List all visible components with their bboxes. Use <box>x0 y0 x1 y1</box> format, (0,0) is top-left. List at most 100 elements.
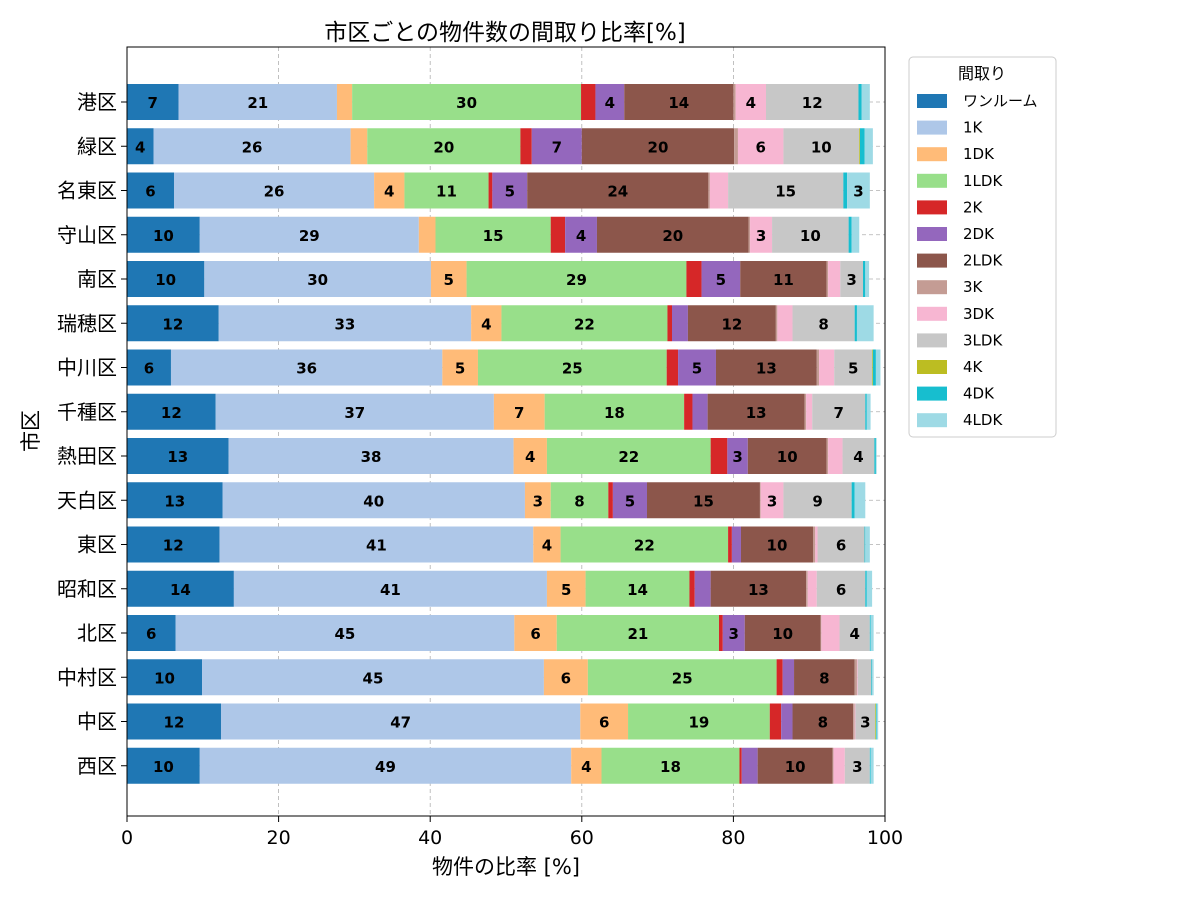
legend-entry-label: 3LDK <box>963 331 1003 349</box>
bar-value-label: 12 <box>721 315 742 333</box>
bar-segment <box>493 393 545 430</box>
bar-segment <box>220 703 581 740</box>
bar-value-label: 12 <box>161 404 182 422</box>
bar-segment <box>543 659 588 696</box>
bar-segment <box>350 128 368 165</box>
bar-value-label: 9 <box>812 492 822 510</box>
bar-value-label: 13 <box>746 404 767 422</box>
legend-swatch <box>917 147 947 162</box>
bar-segment <box>531 128 582 165</box>
bar-segment <box>747 438 827 474</box>
bar-segment <box>550 216 566 253</box>
bar-segment <box>757 747 833 784</box>
bar-segment <box>127 570 234 607</box>
bar-segment <box>840 261 864 297</box>
bar-segment <box>546 438 711 474</box>
legend-entry-label: 4LDK <box>963 411 1003 429</box>
x-tick-label: 40 <box>418 827 442 849</box>
bar-value-label: 15 <box>775 183 796 201</box>
bar-value-label: 4 <box>542 537 552 555</box>
bar-value-label: 40 <box>363 492 384 510</box>
bar-segment <box>865 570 867 607</box>
bar-value-label: 8 <box>574 492 584 510</box>
bar-segment <box>127 172 174 209</box>
bar-segment <box>781 703 793 740</box>
bar-segment <box>856 659 858 696</box>
y-axis-label: 市区 <box>19 410 43 452</box>
y-tick-label: 熱田区 <box>57 444 117 468</box>
bar-value-label: 12 <box>162 315 183 333</box>
legend-entry-label: 2K <box>963 198 984 216</box>
bar-value-label: 30 <box>456 94 477 112</box>
bar-segment <box>418 216 436 253</box>
bar-value-label: 5 <box>505 183 515 201</box>
bar-value-label: 3 <box>853 183 863 201</box>
bar-value-label: 5 <box>455 360 465 378</box>
bar-segment <box>816 349 820 386</box>
bar-value-label: 45 <box>334 625 355 643</box>
bar-value-label: 13 <box>748 581 769 599</box>
bar-value-label: 12 <box>802 94 823 112</box>
bar-value-label: 3 <box>732 448 742 466</box>
bar-value-label: 21 <box>247 94 268 112</box>
plot-frame <box>126 46 886 817</box>
bar-segment <box>875 438 877 474</box>
bar-value-label: 49 <box>375 758 396 776</box>
bar-segment <box>544 393 685 430</box>
x-axis-ticks: 0 20 40 60 80 100 <box>121 816 903 849</box>
bar-segment <box>777 305 793 342</box>
legend-swatch <box>917 413 947 428</box>
bar-segment <box>875 703 876 740</box>
bar-segment <box>501 305 668 342</box>
bar-segment <box>816 570 866 607</box>
bar-segment <box>228 438 514 474</box>
bar-value-label: 13 <box>167 448 188 466</box>
bar-value-label: 3 <box>756 227 766 245</box>
bar-segment <box>851 216 860 253</box>
bar-segment <box>199 216 419 253</box>
legend-entry-label: 3K <box>963 278 984 296</box>
bar-segment <box>127 659 203 696</box>
bar-segment <box>715 349 817 386</box>
bar-segment <box>828 438 843 474</box>
bar-value-label: 10 <box>155 271 176 289</box>
bar-value-label: 21 <box>627 625 648 643</box>
bar-value-label: 41 <box>366 537 387 555</box>
bar-value-label: 20 <box>433 138 454 156</box>
bar-value-label: 3 <box>533 492 543 510</box>
legend: 間取り ワンルーム 1K 1DK 1LDK 2K 2DK 2LDK 3K 3DK 3LDK 4K 4D… <box>908 56 1057 438</box>
bar-segment <box>859 128 865 165</box>
bar-segment <box>686 261 702 297</box>
bar-value-label: 7 <box>552 138 562 156</box>
bar-value-label: 10 <box>767 537 788 555</box>
y-tick-label: 中川区 <box>57 356 117 380</box>
bar-segment <box>739 747 742 784</box>
bar-value-label: 8 <box>819 669 829 687</box>
bar-segment <box>524 482 551 519</box>
bar-segment <box>820 615 822 651</box>
bar-segment <box>666 349 679 386</box>
legend-entry-label: ワンルーム <box>963 92 1038 110</box>
bar-value-label: 36 <box>296 360 317 378</box>
bar-value-label: 20 <box>648 138 669 156</box>
bar-segment <box>833 747 845 784</box>
bar-segment <box>404 172 489 209</box>
bar-segment <box>624 84 734 120</box>
bar-value-label: 30 <box>307 271 328 289</box>
bar-segment <box>527 172 709 209</box>
bar-segment <box>870 615 874 651</box>
bar-segment <box>872 349 876 386</box>
bar-segment <box>775 305 778 342</box>
bar-value-label: 8 <box>818 714 828 732</box>
bar-segment <box>750 216 773 253</box>
legend-entry-label: 2LDK <box>963 252 1003 270</box>
bar-segment <box>759 482 761 519</box>
bar-value-label: 3 <box>852 758 862 776</box>
bar-value-label: 4 <box>581 758 591 776</box>
bar-value-label: 3 <box>846 271 856 289</box>
bar-segment <box>856 305 874 342</box>
bar-value-label: 7 <box>148 94 158 112</box>
bar-value-label: 3 <box>767 492 777 510</box>
bar-value-label: 11 <box>773 271 794 289</box>
